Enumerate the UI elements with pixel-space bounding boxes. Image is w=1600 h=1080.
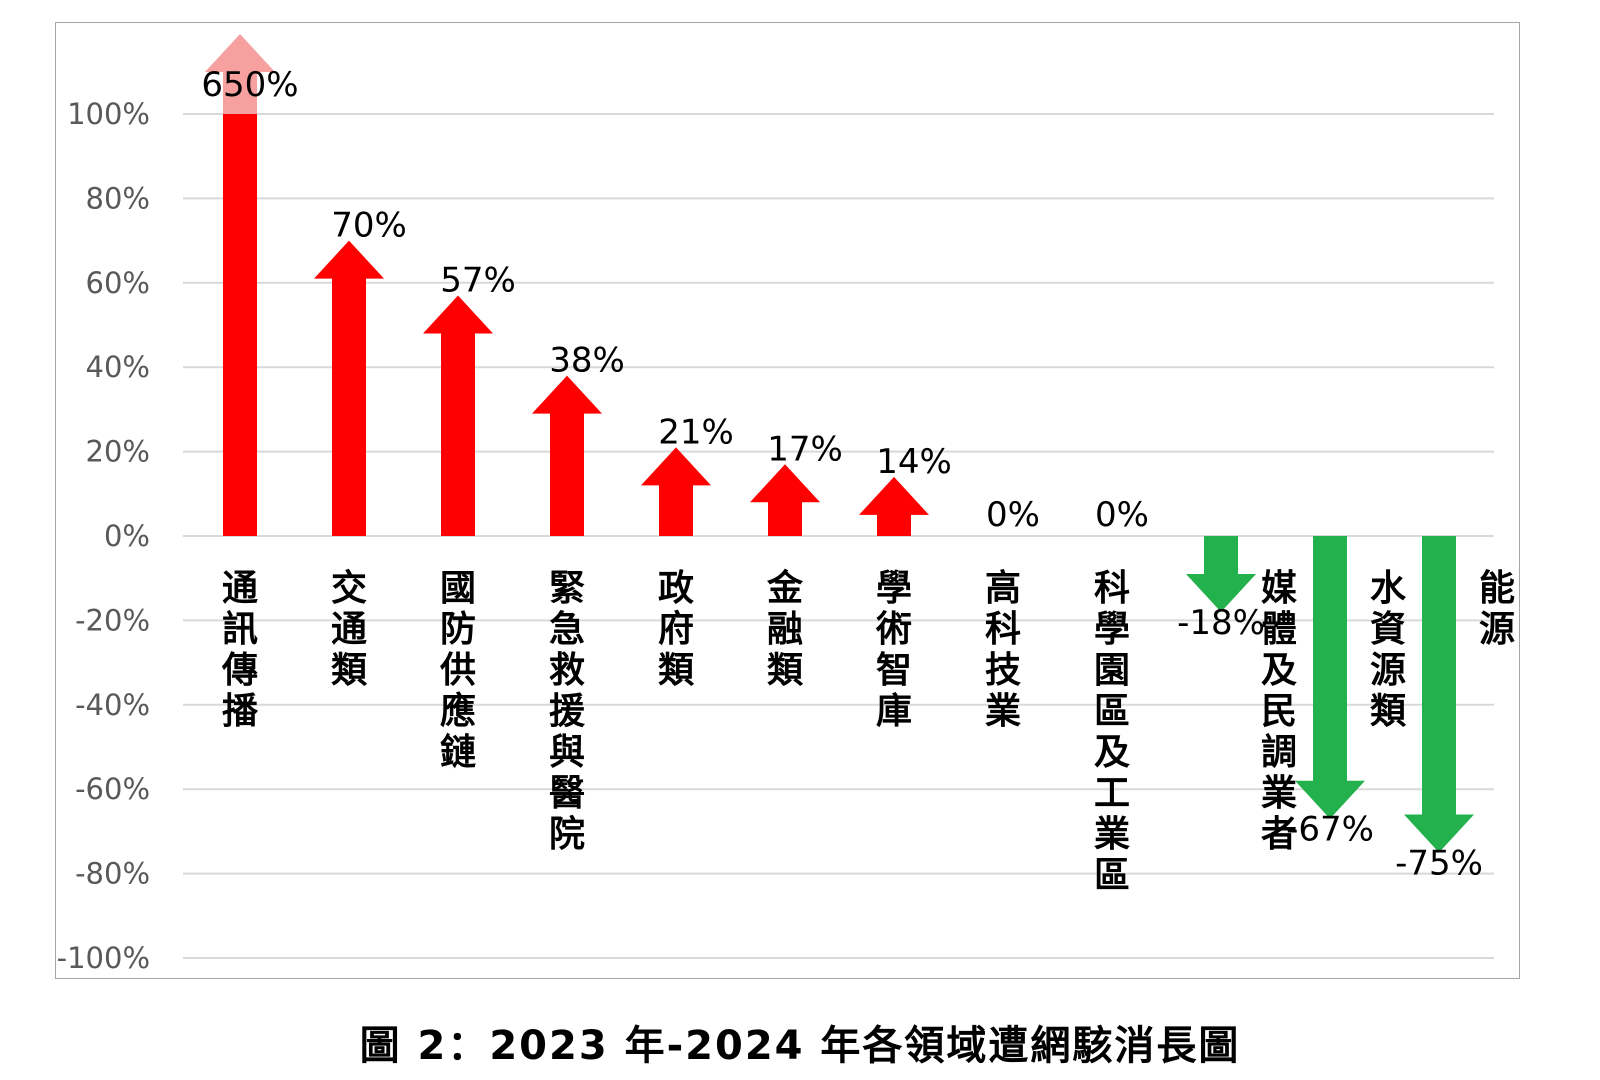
bar-arrow-up: [859, 476, 929, 536]
category-label: 金融類: [766, 567, 804, 691]
y-tick-label: -20%: [75, 603, 150, 637]
bar-arrow-up: [750, 464, 820, 536]
y-tick-label: -40%: [75, 688, 150, 722]
bar-arrow-up: [314, 240, 384, 536]
category-label: 媒體及民調業者: [1261, 568, 1298, 855]
data-label: 21%: [658, 412, 734, 452]
bar-arrow-up: [641, 447, 711, 536]
y-tick-label: -60%: [75, 772, 150, 806]
y-tick-label: 0%: [104, 519, 150, 553]
bar-arrow-down: [1186, 536, 1256, 612]
data-label: 14%: [876, 442, 952, 482]
category-label: 交通類: [331, 567, 368, 691]
category-label: 國防供應鏈: [440, 568, 476, 773]
y-tick-label: 20%: [86, 435, 150, 469]
data-label: 0%: [986, 495, 1040, 535]
category-label: 政府類: [658, 568, 695, 691]
category-label: 通訊傳播: [221, 568, 259, 732]
y-tick-label: 80%: [86, 181, 150, 215]
chart-frame: [55, 22, 1520, 979]
data-label: -75%: [1395, 844, 1483, 884]
data-label: 38%: [549, 341, 625, 381]
y-tick-label: 100%: [67, 97, 150, 131]
category-label: 學術智庫: [875, 568, 912, 732]
data-label: 70%: [331, 206, 407, 246]
bar-arrow-overflow: [205, 34, 275, 114]
bar-arrow-body: [223, 114, 257, 536]
y-tick-label: -80%: [75, 857, 150, 891]
figure-caption: 圖 2：2023 年-2024 年各領域遭網駭消長圖: [359, 1023, 1241, 1069]
data-label: 17%: [767, 429, 843, 469]
category-label: 科學園區及工業區: [1094, 568, 1130, 896]
category-label: 能源: [1479, 568, 1515, 650]
bar-arrow-up: [423, 295, 493, 536]
data-label: 0%: [1095, 495, 1149, 535]
bar-arrow-up: [532, 375, 602, 536]
bar-arrow-down: [1295, 536, 1365, 819]
bar-arrow-down: [1404, 536, 1474, 853]
data-label: 57%: [440, 260, 516, 300]
category-label: 緊急救援與醫院: [549, 568, 586, 855]
data-label: -18%: [1177, 603, 1265, 643]
y-tick-label: -100%: [57, 941, 150, 975]
category-label: 高科技業: [985, 568, 1021, 732]
data-label: -67%: [1286, 810, 1374, 850]
data-label: 650%: [201, 65, 298, 105]
category-label: 水資源類: [1370, 568, 1407, 732]
y-tick-label: 40%: [86, 350, 150, 384]
y-tick-label: 60%: [86, 266, 150, 300]
